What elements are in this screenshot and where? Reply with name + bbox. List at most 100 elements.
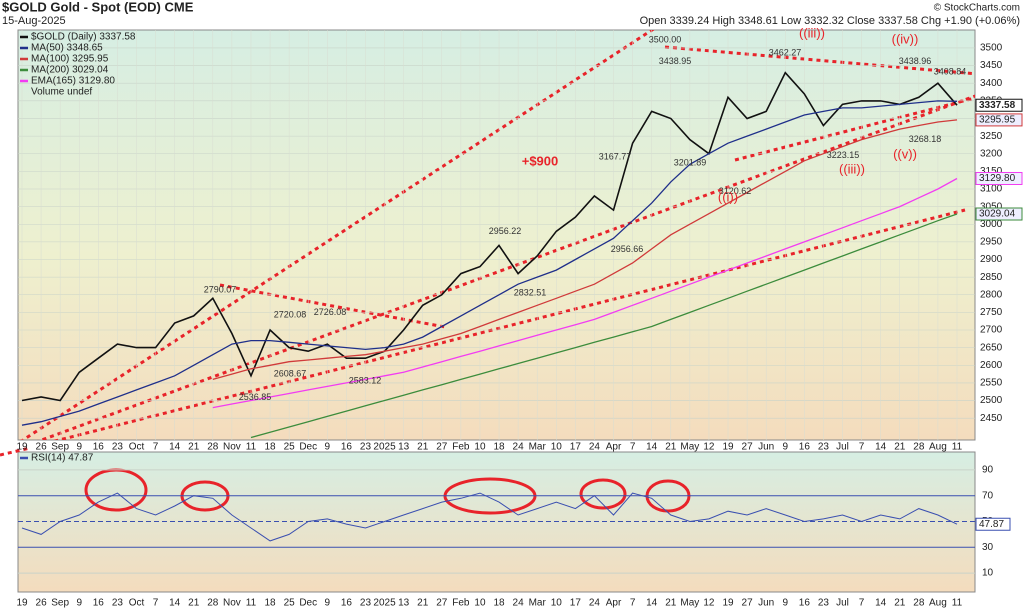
x-tick-label: 23 xyxy=(112,442,124,453)
rsi-x-tick-label: 11 xyxy=(952,598,963,609)
rsi-tick-label: 70 xyxy=(982,490,994,501)
y-tick-label: 2550 xyxy=(980,378,1003,389)
legend-label: EMA(165) 3129.80 xyxy=(31,76,115,87)
x-tick-label: 12 xyxy=(703,442,715,453)
price-annotation: 3201.89 xyxy=(674,157,707,167)
plot-area xyxy=(17,29,976,441)
x-tick-label: 27 xyxy=(742,442,754,453)
credit: © StockCharts.com xyxy=(934,3,1020,14)
rsi-x-tick-label: 12 xyxy=(703,598,715,609)
y-tick-label: 3200 xyxy=(980,148,1003,159)
wave-label: ((iv)) xyxy=(892,31,919,46)
legend-label: MA(50) 3348.65 xyxy=(31,43,103,54)
x-tick-label: 13 xyxy=(398,442,410,453)
end-label-box xyxy=(975,113,1023,127)
end-label-box xyxy=(975,207,1023,221)
date: 15-Aug-2025 xyxy=(2,15,66,27)
y-tick-label: 2650 xyxy=(980,342,1003,353)
rsi-x-tick-label: Jul xyxy=(836,598,849,609)
rsi-x-tick-label: 21 xyxy=(894,598,906,609)
price-annotation: 3167.77 xyxy=(599,151,632,161)
x-tick-label: 25 xyxy=(284,442,296,453)
rsi-x-tick-label: 9 xyxy=(325,598,331,609)
rsi-x-tick-label: 7 xyxy=(630,598,636,609)
price-annotation: 3268.18 xyxy=(909,134,942,144)
price-annotation: 2720.08 xyxy=(274,309,307,319)
trend-line-edge xyxy=(0,446,31,457)
x-tick-label: 28 xyxy=(207,442,219,453)
price-annotation: 2608.67 xyxy=(274,369,307,379)
rsi-legend: RSI(14) 47.87 xyxy=(31,453,94,464)
x-tick-label: 19 xyxy=(722,442,734,453)
rsi-x-tick-label: 21 xyxy=(188,598,200,609)
series-group xyxy=(21,71,958,439)
rsi-x-tick-label: 19 xyxy=(16,598,28,609)
rsi-x-tick-label: 21 xyxy=(417,598,429,609)
rsi-x-tick-label: 7 xyxy=(153,598,159,609)
rsi-x-tick-label: 10 xyxy=(551,598,563,609)
price-annotation: 2832.51 xyxy=(514,288,547,298)
x-tick-label: 21 xyxy=(665,442,677,453)
rsi-x-tick-label: 14 xyxy=(646,598,658,609)
wave-label: ((iii)) xyxy=(839,161,865,176)
rsi-x-tick-label: 23 xyxy=(360,598,372,609)
legend-label: MA(200) 3029.04 xyxy=(31,65,109,76)
y-tick-label: 2700 xyxy=(980,325,1003,336)
series-line xyxy=(21,492,958,542)
x-tick-label: Jul xyxy=(836,442,849,453)
legend-label: MA(100) 3295.95 xyxy=(31,54,109,65)
price-annotation: 3223.15 xyxy=(827,150,860,160)
rsi-x-tick-label: Dec xyxy=(299,598,317,609)
rsi-x-tick-label: Feb xyxy=(452,598,470,609)
rsi-x-tick-label: 16 xyxy=(799,598,811,609)
price-annotation: 3500.00 xyxy=(649,34,682,44)
rsi-x-tick-label: 13 xyxy=(398,598,410,609)
rsi-x-tick-label: 16 xyxy=(93,598,105,609)
rsi-x-tick-label: Oct xyxy=(129,598,145,609)
rsi-tick-label: 90 xyxy=(982,465,994,476)
x-tick-label: 10 xyxy=(551,442,563,453)
rsi-end-label: 47.87 xyxy=(979,519,1004,530)
rsi-x-tick-label: Nov xyxy=(223,598,241,609)
rsi-x-tick-label: 18 xyxy=(264,598,276,609)
x-tick-label: 21 xyxy=(417,442,429,453)
x-tick-label: 10 xyxy=(474,442,486,453)
price-annotation: 3408.84 xyxy=(934,66,967,76)
rsi-x-tick-label: 23 xyxy=(818,598,830,609)
y-tick-label: 3150 xyxy=(980,166,1003,177)
y-tick-label: 2750 xyxy=(980,307,1003,318)
y-tick-label: 2450 xyxy=(980,413,1003,424)
quote: Open 3339.24 High 3348.61 Low 3332.32 Cl… xyxy=(640,15,1020,27)
rsi-x-tick-label: 14 xyxy=(169,598,181,609)
price-annotation: 2583.12 xyxy=(349,376,382,386)
x-tick-label: 21 xyxy=(894,442,906,453)
x-tick-label: Feb xyxy=(452,442,470,453)
rsi-x-tick-label: 28 xyxy=(913,598,925,609)
x-tick-label: 23 xyxy=(818,442,830,453)
price-annotation: 2536.85 xyxy=(239,392,272,402)
y-tick-label: 3450 xyxy=(980,60,1003,71)
y-tick-label: 2900 xyxy=(980,254,1003,265)
rsi-x-tick-label: 9 xyxy=(782,598,788,609)
end-label: 3029.04 xyxy=(979,209,1016,220)
series-line xyxy=(21,71,958,402)
rsi-x-tick-label: Mar xyxy=(529,598,547,609)
rsi-x-tick-label: 16 xyxy=(341,598,353,609)
rsi-x-tick-label: Sep xyxy=(51,598,69,609)
x-tick-label: 9 xyxy=(76,442,82,453)
y-tick-label: 3250 xyxy=(980,131,1003,142)
x-tick-label: 23 xyxy=(360,442,372,453)
x-tick-label: 16 xyxy=(93,442,105,453)
x-tick-label: Mar xyxy=(529,442,547,453)
rsi-x-tick-label: 26 xyxy=(36,598,48,609)
legend-note: Volume undef xyxy=(31,87,92,98)
x-tick-label: 2025 xyxy=(373,442,396,453)
x-tick-label: Apr xyxy=(606,442,622,453)
series-line xyxy=(212,119,958,381)
x-tick-label: 21 xyxy=(188,442,200,453)
rsi-x-tick-label: Apr xyxy=(606,598,622,609)
rsi-x-tick-label: 24 xyxy=(513,598,525,609)
price-annotation: 2726.08 xyxy=(314,307,347,317)
x-tick-label: 27 xyxy=(436,442,448,453)
y-tick-label: 2500 xyxy=(980,395,1003,406)
